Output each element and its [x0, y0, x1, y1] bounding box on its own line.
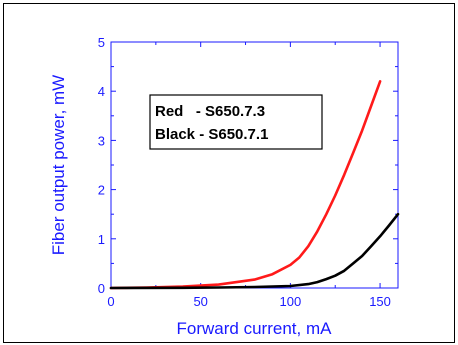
ticks-group: 0 50 100 150 0 1 2 3 4 5: [98, 35, 398, 309]
legend-entry-red: Red - S650.7.3: [155, 103, 265, 120]
plot-area: [110, 41, 399, 289]
legend-entry-black: Black - S650.7.1: [155, 126, 268, 143]
x-axis-label: Forward current, mA: [177, 319, 333, 338]
x-tick-label-50: 50: [193, 294, 207, 309]
x-tick-label-150: 150: [369, 294, 391, 309]
x-tick-label-100: 100: [280, 294, 302, 309]
y-tick-label-2: 2: [98, 183, 105, 198]
x-tick-label-0: 0: [107, 294, 114, 309]
series-group: [109, 80, 400, 290]
series-line-1: [109, 212, 400, 290]
y-tick-label-1: 1: [98, 232, 105, 247]
series-line-0: [109, 80, 382, 290]
y-tick-label-4: 4: [98, 84, 105, 99]
y-axis-label: Fiber output power, mW: [49, 75, 68, 255]
y-tick-label-3: 3: [98, 133, 105, 148]
legend-box: [149, 94, 323, 150]
legend: Red - S650.7.3 Black - S650.7.1: [149, 94, 323, 150]
y-tick-label-5: 5: [98, 35, 105, 50]
y-tick-label-0: 0: [98, 281, 105, 296]
